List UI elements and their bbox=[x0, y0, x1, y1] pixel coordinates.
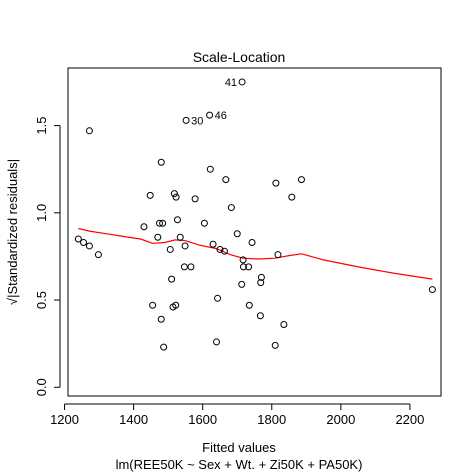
data-point bbox=[191, 195, 199, 203]
x-tick-label: 1600 bbox=[188, 412, 217, 427]
chart-title: Scale-Location bbox=[193, 49, 286, 65]
x-tick-label: 1800 bbox=[257, 412, 286, 427]
data-point bbox=[274, 251, 282, 259]
data-point bbox=[280, 320, 288, 328]
data-point bbox=[239, 263, 247, 271]
x-tick-label: 1200 bbox=[50, 412, 79, 427]
data-point bbox=[297, 176, 305, 184]
y-axis-label: √|Standardized residuals| bbox=[5, 159, 20, 305]
data-point bbox=[245, 301, 253, 309]
data-point bbox=[172, 193, 180, 201]
data-point bbox=[173, 216, 181, 224]
data-point bbox=[206, 165, 214, 173]
data-point bbox=[172, 301, 180, 309]
data-point bbox=[85, 127, 93, 135]
data-point bbox=[213, 338, 221, 346]
points-layer bbox=[74, 78, 436, 351]
data-point bbox=[248, 238, 256, 246]
data-point bbox=[238, 78, 246, 86]
outlier-label: 41 bbox=[225, 77, 237, 89]
data-point bbox=[166, 245, 174, 253]
data-point bbox=[157, 158, 165, 166]
model-formula-label: lm(REE50K ~ Sex + Wt. + Zi50K + PA50K) bbox=[116, 457, 363, 472]
x-axis-label: Fitted values bbox=[202, 440, 276, 455]
data-point bbox=[206, 111, 214, 119]
data-point bbox=[168, 275, 176, 283]
data-point bbox=[176, 233, 184, 241]
outlier-label: 30 bbox=[191, 115, 203, 127]
data-point bbox=[271, 341, 279, 349]
x-tick-label: 1400 bbox=[119, 412, 148, 427]
y-tick-label: 1.5 bbox=[34, 117, 49, 135]
y-tick-label: 1.0 bbox=[34, 204, 49, 222]
x-tick-label: 2200 bbox=[395, 412, 424, 427]
data-point bbox=[140, 223, 148, 231]
outlier-label: 46 bbox=[215, 110, 227, 122]
data-point bbox=[149, 301, 157, 309]
smooth-trend-line bbox=[78, 227, 433, 280]
data-point bbox=[80, 238, 88, 246]
data-point bbox=[257, 279, 265, 287]
data-point bbox=[180, 263, 188, 271]
data-point bbox=[209, 240, 217, 248]
data-point bbox=[160, 343, 168, 351]
data-point bbox=[272, 179, 280, 187]
y-axis: 0.0 0.5 1.0 1.5 bbox=[34, 117, 61, 396]
data-point bbox=[94, 251, 102, 259]
plot-box bbox=[67, 67, 442, 397]
smooth-line-layer bbox=[78, 227, 433, 280]
x-tick-label: 2000 bbox=[326, 412, 355, 427]
data-point bbox=[288, 193, 296, 201]
data-point bbox=[200, 219, 208, 227]
data-point bbox=[157, 315, 165, 323]
plot-frame bbox=[67, 67, 442, 397]
data-point bbox=[238, 280, 246, 288]
data-point bbox=[222, 176, 230, 184]
data-point bbox=[181, 242, 189, 250]
data-point bbox=[239, 256, 247, 264]
data-point bbox=[220, 247, 228, 255]
point-labels-layer: 30 46 41 bbox=[191, 77, 237, 127]
data-point bbox=[428, 286, 436, 294]
data-point bbox=[214, 294, 222, 302]
data-point bbox=[257, 273, 265, 281]
y-tick-label: 0.0 bbox=[34, 378, 49, 396]
data-point bbox=[227, 204, 235, 212]
data-point bbox=[74, 235, 82, 243]
data-point bbox=[159, 219, 167, 227]
data-point bbox=[216, 245, 224, 253]
data-point bbox=[146, 191, 154, 199]
data-point bbox=[156, 219, 164, 227]
data-point bbox=[154, 233, 162, 241]
data-point bbox=[85, 242, 93, 250]
data-point bbox=[182, 116, 190, 124]
data-point bbox=[170, 190, 178, 198]
data-point bbox=[233, 230, 241, 238]
data-point bbox=[245, 263, 253, 271]
data-point bbox=[256, 312, 264, 320]
y-tick-label: 0.5 bbox=[34, 291, 49, 309]
data-point bbox=[187, 263, 195, 271]
x-axis: 1200 1400 1600 1800 2000 2200 bbox=[50, 403, 424, 427]
